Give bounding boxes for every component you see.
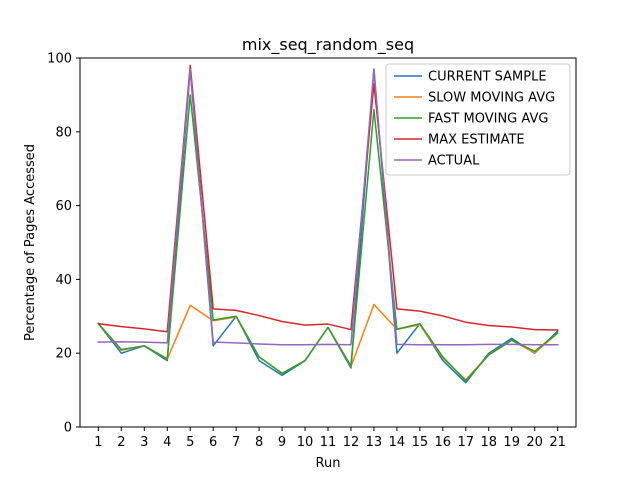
legend-label-actual: ACTUAL [428, 154, 480, 169]
x-tick-label: 9 [278, 435, 286, 450]
x-tick-label: 11 [320, 435, 337, 450]
legend-label-slow-moving-avg: SLOW MOVING AVG [428, 91, 555, 106]
x-tick-label: 14 [389, 435, 406, 450]
x-tick-label: 15 [412, 435, 429, 450]
y-tick-label: 40 [55, 273, 72, 288]
chart-title: mix_seq_random_seq [242, 35, 414, 55]
legend-box [385, 63, 571, 176]
x-tick-label: 20 [526, 435, 543, 450]
x-tick-label: 16 [435, 435, 452, 450]
x-axis-label: Run [316, 456, 341, 471]
legend: CURRENT SAMPLE SLOW MOVING AVG FAST MOVING… [385, 63, 571, 176]
x-tick-label: 8 [255, 435, 263, 450]
x-tick-label: 4 [163, 435, 171, 450]
series-line-fast-moving-avg [97, 94, 559, 382]
legend-label-fast-moving-avg: FAST MOVING AVG [428, 112, 548, 127]
x-tick-label: 13 [366, 435, 383, 450]
y-tick-label: 0 [64, 421, 72, 436]
x-tick-label: 3 [140, 435, 148, 450]
y-tick-label: 20 [55, 347, 72, 362]
y-axis-ticks: 0 20 40 60 80 100 [47, 52, 80, 436]
x-tick-label: 10 [297, 435, 314, 450]
y-axis-label: Percentage of Pages Accessed [23, 144, 38, 341]
legend-label-current-sample: CURRENT SAMPLE [428, 70, 547, 85]
x-tick-label: 21 [549, 435, 566, 450]
x-tick-label: 18 [480, 435, 497, 450]
x-tick-label: 2 [117, 435, 125, 450]
x-axis-ticks: 1 2 3 4 5 6 7 8 9 10 11 12 13 14 15 16 17 18 19 20 21 [94, 427, 566, 450]
legend-label-max-estimate: MAX ESTIMATE [428, 133, 525, 148]
x-tick-label: 17 [458, 435, 475, 450]
plot-lines [97, 64, 559, 384]
y-tick-label: 60 [55, 199, 72, 214]
y-tick-label: 80 [55, 125, 72, 140]
x-tick-label: 19 [503, 435, 520, 450]
series-line-actual [97, 68, 559, 346]
plot-frame [79, 57, 577, 428]
y-tick-label: 100 [47, 52, 72, 67]
x-tick-label: 7 [232, 435, 240, 450]
x-tick-label: 12 [343, 435, 360, 450]
x-tick-label: 6 [209, 435, 217, 450]
x-tick-label: 1 [94, 435, 102, 450]
x-tick-label: 5 [186, 435, 194, 450]
